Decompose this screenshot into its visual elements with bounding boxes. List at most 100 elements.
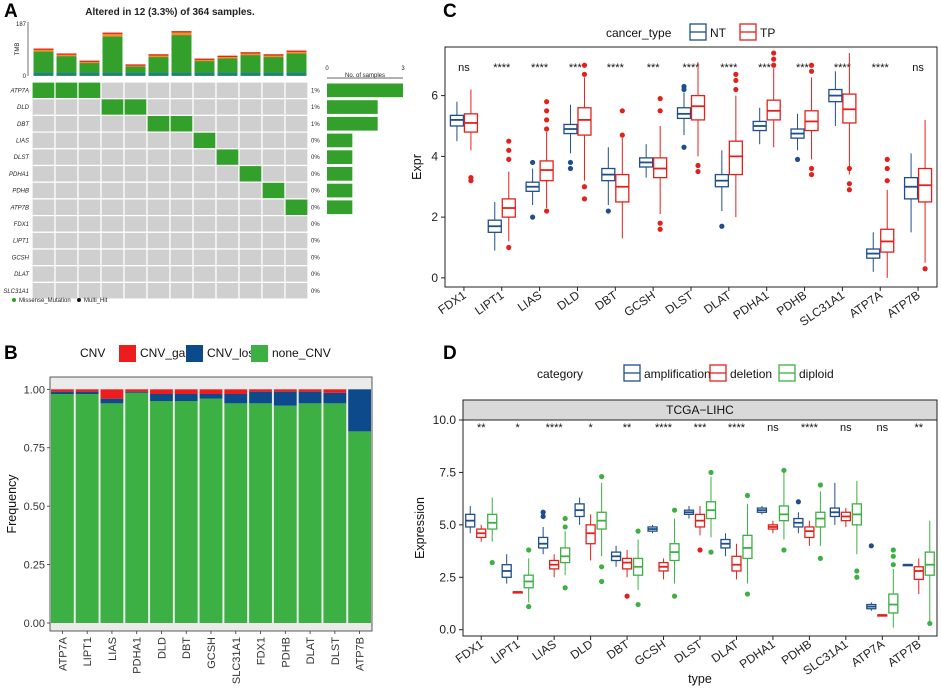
- oncoplot-cell: [238, 148, 263, 167]
- box-outlier-point: [681, 83, 687, 90]
- oncoplot-cell: [123, 265, 148, 284]
- oncoplot-cell: [100, 281, 125, 300]
- significance-label: **: [914, 422, 923, 434]
- box-outlier-point: [530, 214, 536, 220]
- oncoplot-cell: [31, 231, 56, 250]
- tmb-bar-top-segment: [56, 53, 77, 57]
- oncoplot-cell: [146, 231, 171, 250]
- tmb-bar-base-segment: [102, 73, 123, 75]
- oncoplot-cell: [100, 98, 125, 116]
- sample-count-bar: [327, 183, 353, 198]
- bar-cnv-loss: [100, 398, 124, 404]
- box-outlier-point: [562, 585, 568, 591]
- oncoplot-cell: [31, 81, 56, 100]
- box-outlier-point: [567, 165, 574, 172]
- oncoplot-cell: [261, 265, 286, 284]
- oncoplot-cell: [54, 248, 79, 267]
- oncoplot-cell: [169, 164, 194, 183]
- box-outlier-point: [681, 144, 687, 150]
- oncoplot-cell: [215, 148, 240, 167]
- bar-cnv-loss: [174, 393, 198, 402]
- box-outlier-point: [808, 68, 815, 74]
- box-outlier-point: [544, 126, 550, 132]
- oncoplot-cell: [261, 98, 286, 116]
- gene-percent: 0%: [311, 222, 320, 228]
- bar-none-cnv: [348, 431, 372, 623]
- bar-cnv-gain: [199, 389, 223, 394]
- box-outlier-point: [635, 601, 641, 608]
- x-tick-label: DLD: [156, 637, 168, 659]
- tmb-bar: [56, 53, 77, 76]
- gene-percent: 0%: [311, 239, 320, 245]
- bar-none-cnv: [298, 403, 322, 623]
- box-outlier-point: [506, 156, 512, 163]
- oncoplot-cell: [169, 98, 194, 116]
- box-iqr: [615, 173, 630, 203]
- box-outlier-point: [854, 574, 860, 580]
- sample-count-bar: [327, 116, 378, 131]
- tmb-bar-base-segment: [194, 73, 215, 75]
- significance-label: ****: [682, 62, 700, 74]
- oncoplot-cell: [238, 164, 263, 183]
- tmb-bar-top-cap: [263, 54, 284, 56]
- y-tick-label: 0.00: [24, 618, 45, 630]
- box-iqr: [924, 551, 935, 576]
- significance-label: ***: [647, 62, 661, 74]
- box-outlier-point: [733, 71, 739, 77]
- oncoplot-cell: [284, 81, 309, 100]
- box-iqr: [538, 536, 549, 549]
- box-outlier-point: [890, 553, 896, 559]
- box-outlier-point: [468, 175, 474, 181]
- box-outlier-point: [890, 562, 896, 568]
- oncoplot-cell: [238, 198, 263, 217]
- box-outlier-point: [695, 162, 701, 169]
- oncoplot-cell: [54, 148, 79, 167]
- oncoplot-cell: [284, 98, 309, 116]
- bar-cnv-gain: [100, 389, 124, 399]
- tmb-bar-base-segment: [171, 73, 192, 75]
- legend-title: CNV: [80, 346, 105, 360]
- oncoplot-cell: [284, 215, 309, 233]
- significance-label: ****: [531, 62, 549, 74]
- oncoplot-cell: [31, 198, 56, 217]
- bar-none-cnv: [150, 401, 173, 623]
- oncoplot-cell: [146, 215, 171, 233]
- oncoplot-cell: [77, 265, 102, 284]
- oncoplot-cell: [77, 181, 102, 200]
- bar-cnv-loss: [273, 391, 297, 406]
- box-outlier-point: [771, 62, 777, 68]
- x-tick-label: ATP7A: [849, 637, 887, 670]
- oncoplot-cell: [192, 181, 217, 200]
- significance-label: ****: [728, 422, 746, 434]
- box-outlier-point: [771, 50, 777, 56]
- oncoplot-cell: [146, 131, 171, 150]
- box-outlier-point: [657, 96, 663, 102]
- legend-multihit-swatch: [77, 298, 81, 302]
- gene-label: DLST: [14, 155, 31, 161]
- tmb-bar: [217, 55, 238, 76]
- oncoplot-cell: [192, 81, 217, 100]
- tmb-bar-top-segment: [102, 32, 123, 37]
- oncoplot-cell: [100, 248, 125, 267]
- oncoplot-cell: [31, 215, 56, 233]
- bar-cnv-gain: [50, 389, 74, 392]
- oncoplot-cell: [284, 131, 309, 150]
- box-outlier-point: [540, 513, 546, 520]
- bar-cnv-loss: [323, 392, 347, 404]
- significance-label: ns: [876, 422, 888, 434]
- box-outlier-point: [922, 266, 928, 272]
- bar-none-cnv: [50, 393, 74, 623]
- gene-percent: 0%: [311, 189, 320, 195]
- tmb-bar-top-segment: [263, 54, 284, 58]
- bar-cnv-loss: [224, 393, 248, 404]
- bar-none-cnv: [174, 401, 198, 623]
- oncoplot-cell: [238, 281, 263, 300]
- oncoplot-cell: [100, 215, 125, 233]
- oncoplot-cell: [215, 265, 240, 284]
- oncoplot-cell: [123, 98, 148, 116]
- oncoplot-cell: [123, 114, 148, 133]
- oncoplot-cell: [192, 148, 217, 167]
- oncoplot-cell: [77, 148, 102, 167]
- x-tick-label: PDHB: [280, 637, 292, 668]
- oncoplot-cell: [284, 248, 309, 267]
